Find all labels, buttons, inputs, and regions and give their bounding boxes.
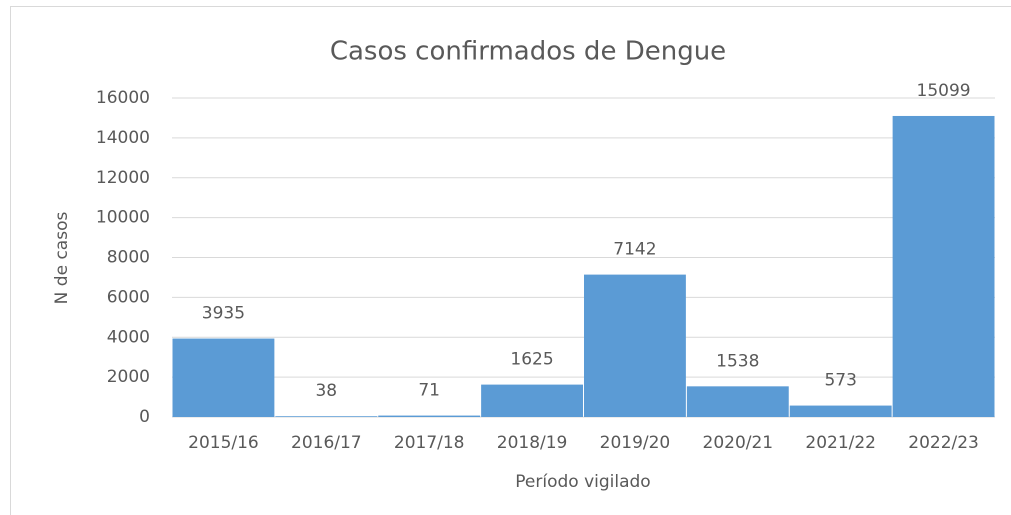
data-label: 71 xyxy=(418,381,440,401)
bar xyxy=(172,338,275,417)
x-tick-label: 2018/19 xyxy=(497,433,568,453)
x-tick-label: 2017/18 xyxy=(394,433,465,453)
bar xyxy=(378,415,481,417)
y-tick-label: 14000 xyxy=(96,128,150,148)
x-tick-label: 2020/21 xyxy=(703,433,774,453)
data-label: 38 xyxy=(315,381,337,401)
x-axis-label: Período vigilado xyxy=(515,472,650,492)
y-axis-label: N de casos xyxy=(52,212,72,305)
x-tick-label: 2021/22 xyxy=(805,433,876,453)
data-label: 1538 xyxy=(716,351,759,371)
data-label: 573 xyxy=(824,371,856,391)
y-tick-label: 0 xyxy=(139,407,150,427)
data-label: 3935 xyxy=(202,304,245,324)
y-tick-label: 8000 xyxy=(107,248,150,268)
data-label: 1625 xyxy=(510,350,553,370)
data-label: 7142 xyxy=(613,240,656,260)
bar xyxy=(892,115,995,417)
bar xyxy=(584,274,686,417)
bar xyxy=(481,384,583,417)
y-tick-label: 16000 xyxy=(96,88,150,108)
x-tick-label: 2019/20 xyxy=(600,433,671,453)
chart-frame xyxy=(10,6,1011,515)
bar xyxy=(275,416,378,417)
x-tick-label: 2022/23 xyxy=(908,433,979,453)
y-tick-label: 12000 xyxy=(96,168,150,188)
chart-title: Casos confirmados de Dengue xyxy=(330,37,726,67)
bar xyxy=(789,405,892,417)
data-label: 15099 xyxy=(917,81,971,101)
x-tick-label: 2016/17 xyxy=(291,433,362,453)
y-tick-label: 2000 xyxy=(107,367,150,387)
y-tick-label: 6000 xyxy=(107,287,150,307)
y-tick-label: 10000 xyxy=(96,208,150,228)
y-tick-label: 4000 xyxy=(107,327,150,347)
bar xyxy=(686,386,789,417)
x-tick-label: 2015/16 xyxy=(188,433,259,453)
